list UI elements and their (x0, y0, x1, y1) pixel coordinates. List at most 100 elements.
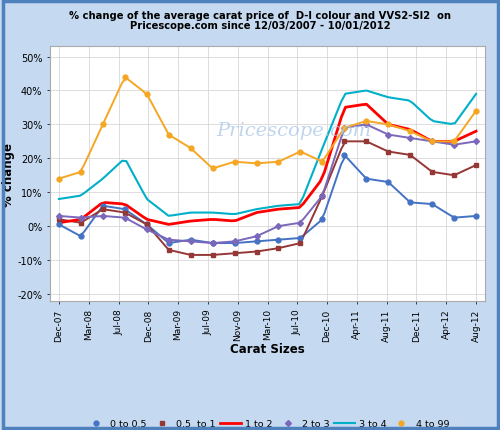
0 to 0.5 (320, 217, 326, 222)
2 to 3 (385, 133, 391, 138)
4 to 99 (298, 150, 304, 155)
0.5  to 1 (100, 207, 106, 212)
4 to 99 (385, 123, 391, 128)
2 to 3 (56, 214, 62, 219)
0.5  to 1 (122, 210, 128, 215)
0.5  to 1 (320, 194, 326, 199)
0 to 0.5 (451, 215, 457, 221)
0 to 0.5 (166, 241, 172, 246)
0 to 0.5 (407, 200, 413, 206)
1 to 2 (473, 129, 479, 135)
4 to 99 (342, 126, 347, 131)
Text: Pricescope.com: Pricescope.com (216, 122, 371, 140)
Line: 2 to 3: 2 to 3 (57, 123, 478, 246)
0 to 0.5 (210, 241, 216, 246)
4 to 99 (429, 139, 435, 144)
Line: 0 to 0.5: 0 to 0.5 (56, 153, 478, 246)
2 to 3 (298, 221, 304, 226)
0 to 0.5 (78, 234, 84, 240)
Text: Pricescope.com since 12/03/2007 - 10/01/2012: Pricescope.com since 12/03/2007 - 10/01/… (130, 21, 390, 31)
0.5  to 1 (473, 163, 479, 168)
Line: 3 to 4: 3 to 4 (59, 91, 476, 216)
1 to 2 (460, 135, 466, 140)
0 to 0.5 (385, 180, 391, 185)
0 to 0.5 (188, 237, 194, 243)
4 to 99 (407, 129, 413, 135)
0.5  to 1 (429, 170, 435, 175)
0 to 0.5 (276, 237, 281, 243)
4 to 99 (232, 160, 237, 165)
1 to 2 (364, 102, 370, 108)
0.5  to 1 (166, 248, 172, 253)
2 to 3 (451, 143, 457, 148)
1 to 2 (166, 222, 172, 227)
4 to 99 (144, 92, 150, 97)
0 to 0.5 (364, 177, 370, 182)
0 to 0.5 (429, 202, 435, 207)
3 to 4 (166, 214, 172, 219)
4 to 99 (56, 177, 62, 182)
0.5  to 1 (451, 173, 457, 178)
3 to 4 (364, 89, 370, 94)
0.5  to 1 (78, 221, 84, 226)
4 to 99 (78, 170, 84, 175)
0.5  to 1 (210, 253, 216, 258)
2 to 3 (429, 139, 435, 144)
1 to 2 (308, 190, 314, 196)
3 to 4 (473, 92, 479, 97)
4 to 99 (276, 160, 281, 165)
2 to 3 (232, 239, 237, 244)
2 to 3 (210, 241, 216, 246)
2 to 3 (320, 194, 326, 199)
0.5  to 1 (385, 150, 391, 155)
Legend: 0 to 0.5, 0.5  to 1, 1 to 2, 2 to 3, 3 to 4, 4 to 99: 0 to 0.5, 0.5 to 1, 1 to 2, 2 to 3, 3 to… (86, 419, 449, 428)
Y-axis label: % change: % change (2, 142, 15, 206)
2 to 3 (407, 136, 413, 141)
4 to 99 (188, 146, 194, 151)
1 to 2 (448, 139, 454, 144)
4 to 99 (100, 123, 106, 128)
0 to 0.5 (100, 204, 106, 209)
0.5  to 1 (298, 241, 304, 246)
3 to 4 (136, 183, 142, 188)
X-axis label: Carat Sizes: Carat Sizes (230, 342, 305, 355)
2 to 3 (276, 224, 281, 229)
2 to 3 (166, 237, 172, 243)
3 to 4 (153, 204, 159, 209)
0.5  to 1 (276, 246, 281, 251)
0.5  to 1 (56, 217, 62, 222)
0 to 0.5 (473, 214, 479, 219)
0.5  to 1 (364, 139, 370, 144)
4 to 99 (254, 161, 260, 166)
3 to 4 (308, 173, 314, 178)
0.5  to 1 (407, 153, 413, 158)
0 to 0.5 (144, 222, 150, 227)
2 to 3 (78, 215, 84, 221)
4 to 99 (364, 119, 370, 124)
0.5  to 1 (342, 139, 347, 144)
2 to 3 (364, 123, 370, 128)
0 to 0.5 (122, 207, 128, 212)
4 to 99 (166, 133, 172, 138)
4 to 99 (122, 75, 128, 80)
3 to 4 (275, 204, 281, 209)
Text: % change of the average carat price of  D-I colour and VVS2-SI2  on: % change of the average carat price of D… (69, 11, 451, 21)
0 to 0.5 (298, 236, 304, 241)
0 to 0.5 (232, 241, 237, 246)
3 to 4 (448, 122, 454, 127)
0.5  to 1 (144, 222, 150, 227)
Line: 0.5  to 1: 0.5 to 1 (56, 140, 478, 258)
2 to 3 (342, 126, 347, 131)
1 to 2 (153, 219, 159, 224)
1 to 2 (136, 212, 142, 217)
2 to 3 (254, 234, 260, 240)
2 to 3 (122, 215, 128, 221)
0 to 0.5 (254, 239, 260, 244)
1 to 2 (56, 221, 62, 226)
2 to 3 (100, 214, 106, 219)
3 to 4 (56, 197, 62, 202)
3 to 4 (460, 110, 466, 115)
Line: 4 to 99: 4 to 99 (56, 75, 478, 181)
2 to 3 (144, 227, 150, 233)
4 to 99 (451, 139, 457, 144)
